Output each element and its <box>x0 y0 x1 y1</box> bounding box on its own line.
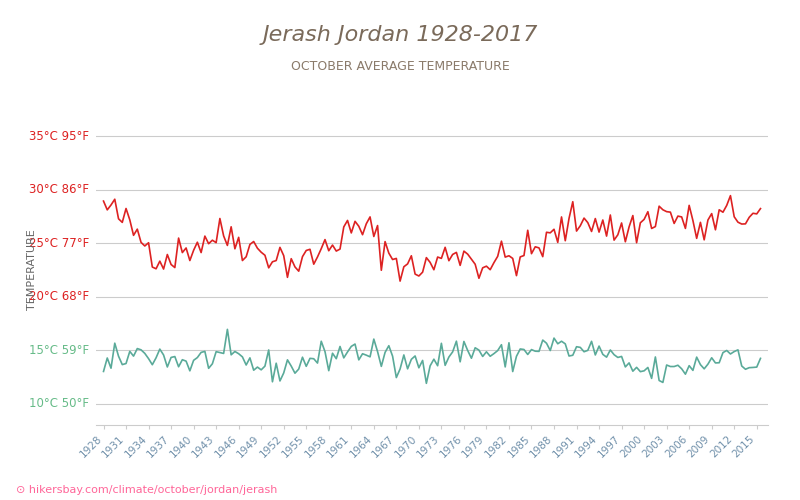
Text: TEMPERATURE: TEMPERATURE <box>27 230 37 310</box>
Text: 10°C 50°F: 10°C 50°F <box>30 397 90 410</box>
Text: 15°C 59°F: 15°C 59°F <box>29 344 90 356</box>
Text: 30°C 86°F: 30°C 86°F <box>30 184 90 196</box>
Text: OCTOBER AVERAGE TEMPERATURE: OCTOBER AVERAGE TEMPERATURE <box>290 60 510 73</box>
Text: 35°C 95°F: 35°C 95°F <box>30 130 90 143</box>
Text: 20°C 68°F: 20°C 68°F <box>29 290 90 303</box>
Text: Jerash Jordan 1928-2017: Jerash Jordan 1928-2017 <box>262 25 538 45</box>
Text: 25°C 77°F: 25°C 77°F <box>29 237 90 250</box>
Text: ⊙ hikersbay.com/climate/october/jordan/jerash: ⊙ hikersbay.com/climate/october/jordan/j… <box>16 485 278 495</box>
